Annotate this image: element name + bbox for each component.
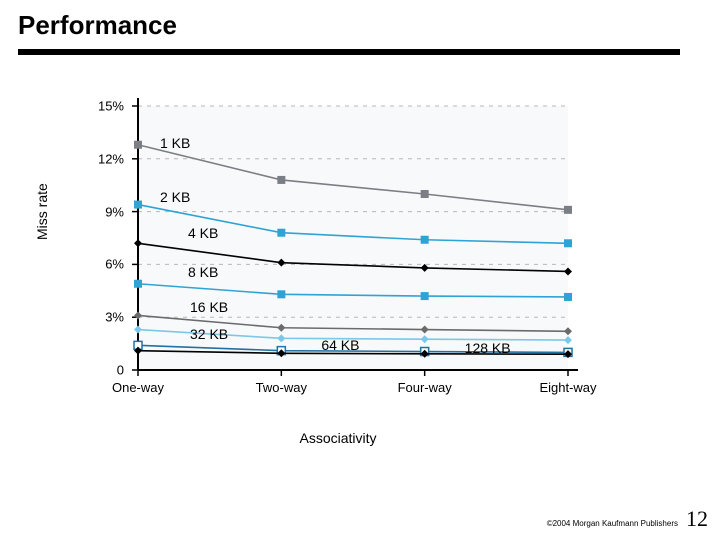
y-tick-label: 15% [98, 99, 124, 114]
series-label: 128 KB [465, 340, 511, 356]
series-label: 2 KB [160, 189, 190, 205]
x-tick-label: Four-way [398, 380, 452, 395]
title-block: Performance [18, 10, 680, 55]
x-tick-label: Eight-way [539, 380, 596, 395]
y-axis-label: Miss rate [34, 183, 50, 240]
y-tick-label: 3% [105, 310, 124, 325]
y-tick-label: 12% [98, 151, 124, 166]
copyright-text: ©2004 Morgan Kaufmann Publishers [547, 519, 678, 528]
x-tick-label: One-way [112, 380, 164, 395]
series-label: 16 KB [190, 299, 228, 315]
title-rule [18, 49, 680, 55]
slide-title: Performance [18, 10, 680, 41]
chart-svg [58, 90, 618, 420]
page-number: 12 [686, 506, 708, 532]
y-tick-label: 6% [105, 257, 124, 272]
x-axis-label: Associativity [58, 430, 618, 446]
series-label: 1 KB [160, 135, 190, 151]
series-label: 64 KB [321, 337, 359, 353]
y-tick-label: 9% [105, 204, 124, 219]
series-label: 4 KB [188, 225, 218, 241]
series-label: 32 KB [190, 326, 228, 342]
x-tick-label: Two-way [256, 380, 307, 395]
series-label: 8 KB [188, 264, 218, 280]
miss-rate-chart: Miss rate Associativity 03%6%9%12%15%One… [58, 90, 618, 450]
footer: ©2004 Morgan Kaufmann Publishers 12 [547, 506, 708, 532]
y-tick-label: 0 [117, 363, 124, 378]
